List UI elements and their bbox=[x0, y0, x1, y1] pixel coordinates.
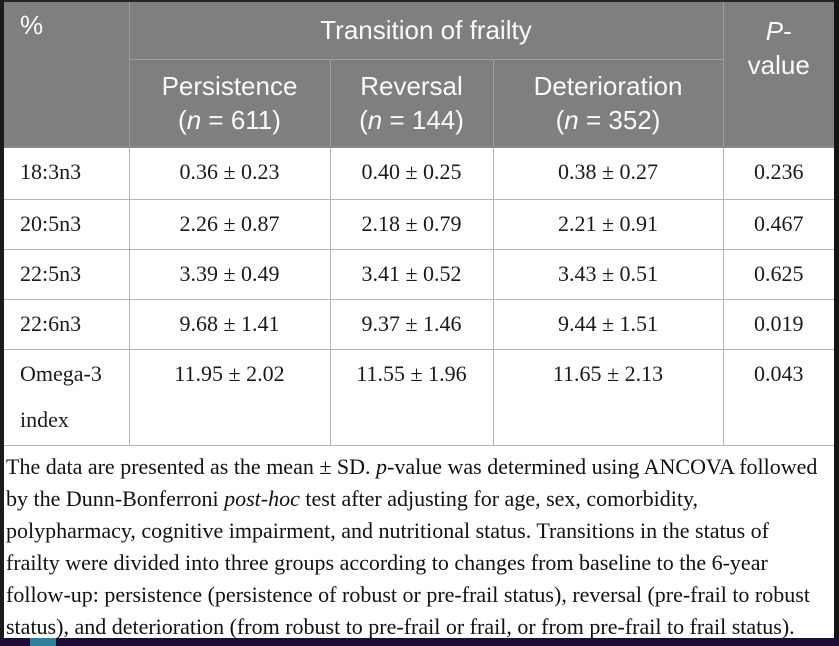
bottom-bar-marker bbox=[30, 638, 56, 646]
cell-persistence: 0.36 ± 0.23 bbox=[128, 146, 331, 200]
row-label: 20:5n3 bbox=[4, 198, 130, 250]
unit-header-cell: % bbox=[4, 2, 130, 148]
bottom-bar bbox=[0, 638, 839, 646]
footnote-line: follow-up: persistence (persistence of r… bbox=[6, 579, 834, 611]
footnote-line: status), and deterioration (from robust … bbox=[6, 611, 834, 643]
footnote-line: polypharmacy, cognitive impairment, and … bbox=[6, 515, 834, 547]
cell-persistence: 3.39 ± 0.49 bbox=[128, 248, 331, 300]
table-header: % Transition of frailty P- value Persiste… bbox=[4, 2, 834, 148]
footnote-line: The data are presented as the mean ± SD.… bbox=[6, 451, 834, 483]
cell-deterioration: 0.38 ± 0.27 bbox=[492, 146, 724, 200]
n-open: ( bbox=[359, 104, 368, 135]
table-row: 20:5n3 2.26 ± 0.87 2.18 ± 0.79 2.21 ± 0.… bbox=[4, 198, 834, 250]
n-count: = 611) bbox=[201, 104, 281, 135]
n-open: ( bbox=[178, 104, 187, 135]
n-count: = 352) bbox=[578, 104, 661, 135]
n-open: ( bbox=[555, 104, 565, 135]
footnote-italic-text: post-hoc bbox=[224, 485, 300, 511]
p-symbol: P bbox=[765, 16, 784, 46]
footnote-text: The data are presented as the mean ± SD. bbox=[6, 453, 377, 479]
cell-reversal: 0.40 ± 0.25 bbox=[329, 146, 494, 200]
cell-deterioration: 2.21 ± 0.91 bbox=[492, 198, 724, 250]
col-header-persistence: Persistence (n = 611) bbox=[128, 58, 331, 148]
p-word: value bbox=[747, 50, 810, 80]
group-header-cell: Transition of frailty bbox=[128, 2, 724, 60]
cell-reversal: 3.41 ± 0.52 bbox=[329, 248, 494, 300]
row-label: 22:6n3 bbox=[4, 298, 130, 350]
n-symbol: n bbox=[367, 104, 383, 135]
row-label: Omega-3 index bbox=[4, 348, 130, 446]
table-row: 22:5n3 3.39 ± 0.49 3.41 ± 0.52 3.43 ± 0.… bbox=[4, 248, 834, 300]
p-value-header-cell: P- value bbox=[722, 2, 834, 148]
footnote-line: by the Dunn-Bonferroni post-hoc test aft… bbox=[6, 483, 834, 515]
cell-p-value: 0.625 bbox=[722, 248, 834, 300]
footnote-italic-text: p bbox=[376, 453, 388, 479]
col-name: Reversal bbox=[360, 70, 463, 101]
cell-p-value: 0.019 bbox=[722, 298, 834, 350]
table-row: 22:6n3 9.68 ± 1.41 9.37 ± 1.46 9.44 ± 1.… bbox=[4, 298, 834, 350]
footnote-text: -value was determined using ANCOVA follo… bbox=[387, 453, 818, 479]
col-header-reversal: Reversal (n = 144) bbox=[329, 58, 494, 148]
header-row-subgroups: Persistence (n = 611) Reversal (n = 144) D… bbox=[4, 58, 834, 148]
frailty-transition-table: % Transition of frailty P- value Persiste… bbox=[4, 2, 834, 446]
cell-deterioration: 3.43 ± 0.51 bbox=[492, 248, 724, 300]
cell-p-value: 0.467 bbox=[722, 198, 834, 250]
window-border-left bbox=[0, 0, 4, 646]
n-symbol: n bbox=[186, 104, 202, 135]
footnote-text: by the Dunn-Bonferroni bbox=[6, 485, 225, 511]
cell-deterioration: 11.65 ± 2.13 bbox=[492, 348, 724, 446]
n-count: = 144) bbox=[382, 104, 464, 135]
cell-persistence: 2.26 ± 0.87 bbox=[128, 198, 331, 250]
cell-persistence: 9.68 ± 1.41 bbox=[128, 298, 331, 350]
cell-deterioration: 9.44 ± 1.51 bbox=[492, 298, 724, 350]
footnote-text: follow-up: persistence (persistence of r… bbox=[6, 581, 810, 607]
cell-p-value: 0.043 bbox=[722, 348, 834, 446]
header-row-group: % Transition of frailty P- value bbox=[4, 2, 834, 148]
window-border-right bbox=[834, 0, 839, 646]
n-symbol: n bbox=[564, 104, 579, 135]
col-header-deterioration: Deterioration (n = 352) bbox=[492, 58, 724, 148]
footnote-text: test after adjusting for age, sex, comor… bbox=[299, 485, 699, 511]
footnote-line: frailty were divided into three groups a… bbox=[6, 547, 834, 579]
footnote-text: status), and deterioration (from robust … bbox=[6, 613, 795, 639]
col-name: Deterioration bbox=[533, 70, 683, 101]
p-dash: - bbox=[783, 16, 792, 46]
cell-persistence: 11.95 ± 2.02 bbox=[128, 348, 331, 446]
table-row: Omega-3 index 11.95 ± 2.02 11.55 ± 1.96 … bbox=[4, 348, 834, 446]
cell-p-value: 0.236 bbox=[722, 146, 834, 200]
table-row: 18:3n3 0.36 ± 0.23 0.40 ± 0.25 0.38 ± 0.… bbox=[4, 146, 834, 200]
footnote-text: polypharmacy, cognitive impairment, and … bbox=[6, 517, 769, 543]
footnote-text: frailty were divided into three groups a… bbox=[6, 549, 768, 575]
window-border-top bbox=[0, 0, 839, 2]
cell-reversal: 9.37 ± 1.46 bbox=[329, 298, 494, 350]
row-label: 18:3n3 bbox=[4, 146, 130, 200]
col-name: Persistence bbox=[161, 70, 298, 101]
table-figure: % Transition of frailty P- value Persiste… bbox=[4, 2, 834, 644]
table-body: 18:3n3 0.36 ± 0.23 0.40 ± 0.25 0.38 ± 0.… bbox=[4, 146, 834, 446]
cell-reversal: 11.55 ± 1.96 bbox=[329, 348, 494, 446]
cell-reversal: 2.18 ± 0.79 bbox=[329, 198, 494, 250]
row-label: 22:5n3 bbox=[4, 248, 130, 300]
table-footnote: The data are presented as the mean ± SD.… bbox=[4, 446, 834, 644]
